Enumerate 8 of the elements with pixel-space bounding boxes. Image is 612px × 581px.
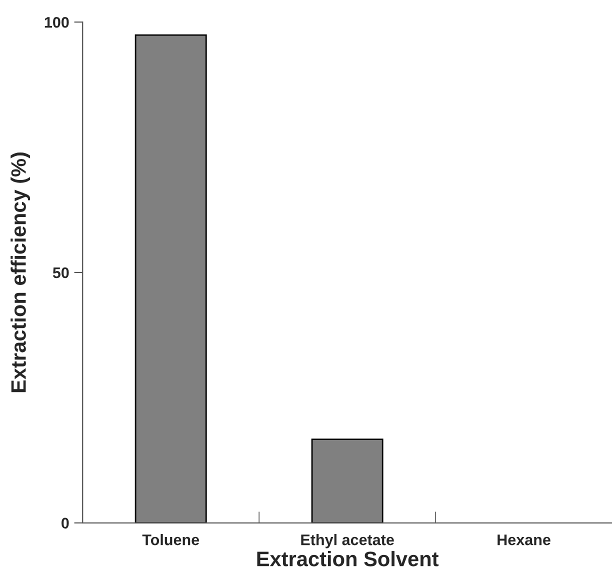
- x-axis-title: Extraction Solvent: [257, 551, 439, 566]
- y-axis-title: Extraction efficiency (%): [10, 152, 30, 392]
- x-tick-label: Ethyl acetate: [301, 534, 394, 548]
- x-tick-label: Toluene: [142, 534, 200, 546]
- y-tick-label: 100: [44, 16, 69, 28]
- x-tick-label: Hexane: [498, 534, 550, 546]
- y-tick-label: 0: [62, 518, 69, 529]
- y-tick-label: 50: [52, 267, 69, 278]
